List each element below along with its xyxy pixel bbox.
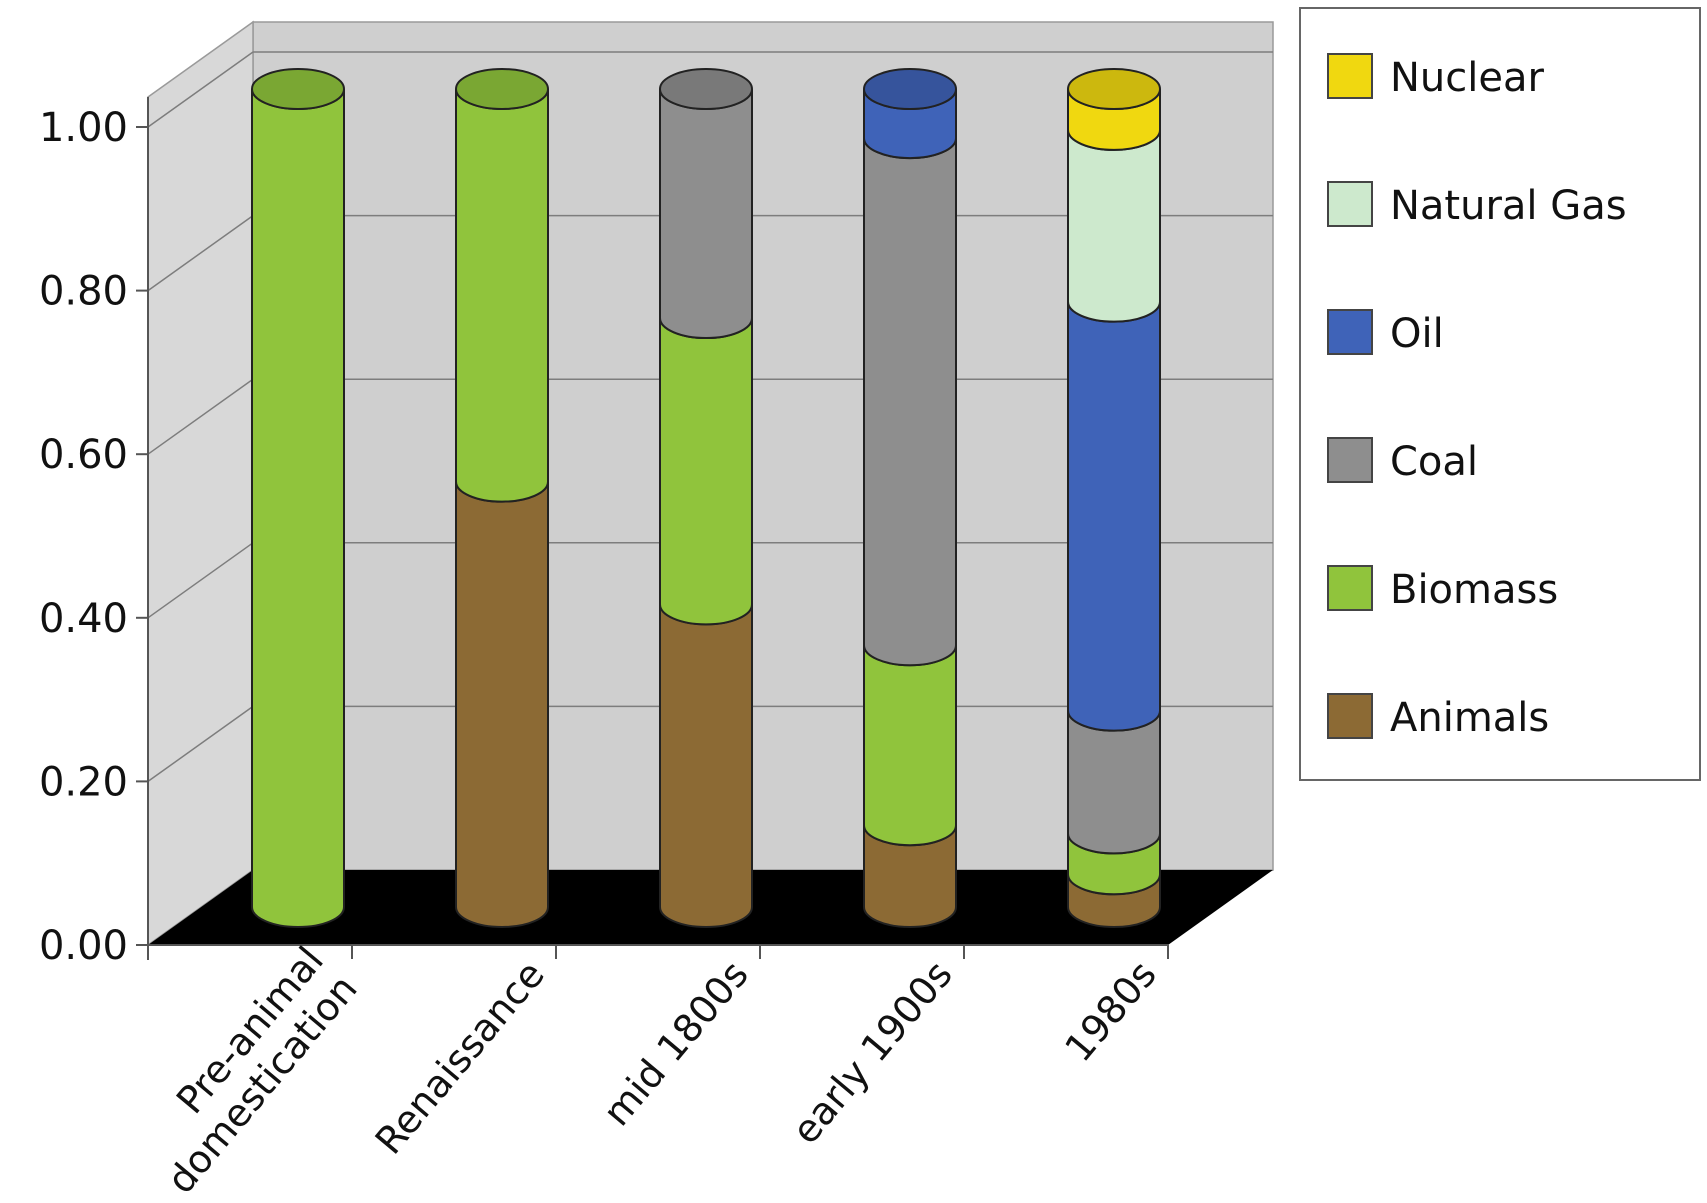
gridline-diagonal: [147, 214, 254, 292]
bar-segment-biomass: [659, 317, 753, 626]
y-tick-label: 0.80: [39, 269, 128, 315]
bar-top-cap: [863, 68, 957, 110]
bar-top-cap: [455, 68, 549, 110]
legend-label-nuclear: Nuclear: [1390, 55, 1545, 101]
legend: Nuclear Natural Gas Oil Coal Biomass Animals: [1299, 7, 1701, 781]
legend-label-animals: Animals: [1390, 695, 1549, 741]
bar-top-cap: [659, 68, 753, 110]
legend-swatch-nuclear: [1327, 53, 1373, 99]
legend-label-oil: Oil: [1390, 311, 1444, 357]
gridline-diagonal: [147, 51, 254, 128]
y-tick-label: 0.20: [39, 759, 128, 805]
y-tick-label: 0.40: [39, 596, 128, 642]
bar-top-cap: [251, 68, 345, 110]
legend-label-coal: Coal: [1390, 439, 1478, 485]
x-category-label: early 1900s: [783, 953, 961, 1153]
legend-swatch-animals: [1327, 693, 1373, 739]
bar-segment-biomass: [251, 88, 345, 928]
legend-swatch-oil: [1327, 309, 1373, 355]
bar-segment-coal: [1067, 710, 1161, 855]
y-tick-label: 0.00: [39, 923, 128, 969]
bar-segment-coal: [659, 88, 753, 340]
gridline-diagonal: [147, 542, 254, 619]
x-category-label: Renaissance: [367, 953, 553, 1163]
bar-segment-natural-gas: [1067, 129, 1161, 323]
bar-stack: [251, 68, 345, 928]
y-axis: 0.00 0.20 0.40 0.60 0.80 1.00: [39, 97, 1169, 969]
y-tick-label: 0.60: [39, 432, 128, 478]
bar-stack: [659, 68, 753, 928]
x-category-label: 1980s: [1056, 953, 1165, 1071]
bar-stack: [1067, 68, 1161, 928]
bar-segment-animals: [455, 481, 549, 928]
side-wall: [147, 20, 254, 947]
legend-label-biomass: Biomass: [1390, 567, 1558, 613]
bars: [251, 68, 1161, 928]
gridline-diagonal: [147, 378, 254, 455]
gridline-diagonal: [147, 705, 254, 783]
bar-segment-animals: [659, 604, 753, 928]
bar-stack: [863, 68, 957, 928]
bar-stack: [455, 68, 549, 928]
bar-segment-biomass: [863, 645, 957, 847]
x-category-label: Pre-animaldomestication: [125, 938, 366, 1201]
legend-label-natural-gas: Natural Gas: [1390, 183, 1627, 229]
x-axis-labels: Pre-animaldomestication Renaissance mid 18…: [125, 938, 1165, 1201]
bar-segment-oil: [1067, 301, 1161, 732]
legend-swatch-coal: [1327, 437, 1373, 483]
legend-swatch-biomass: [1327, 565, 1373, 611]
y-tick-label: 1.00: [39, 105, 128, 151]
legend-swatch-natural-gas: [1327, 181, 1373, 227]
bar-segment-biomass: [455, 88, 549, 503]
legend-box: [1299, 7, 1701, 781]
bar-segment-coal: [863, 138, 957, 667]
bar-top-cap: [1067, 68, 1161, 110]
x-category-label: mid 1800s: [594, 953, 756, 1135]
